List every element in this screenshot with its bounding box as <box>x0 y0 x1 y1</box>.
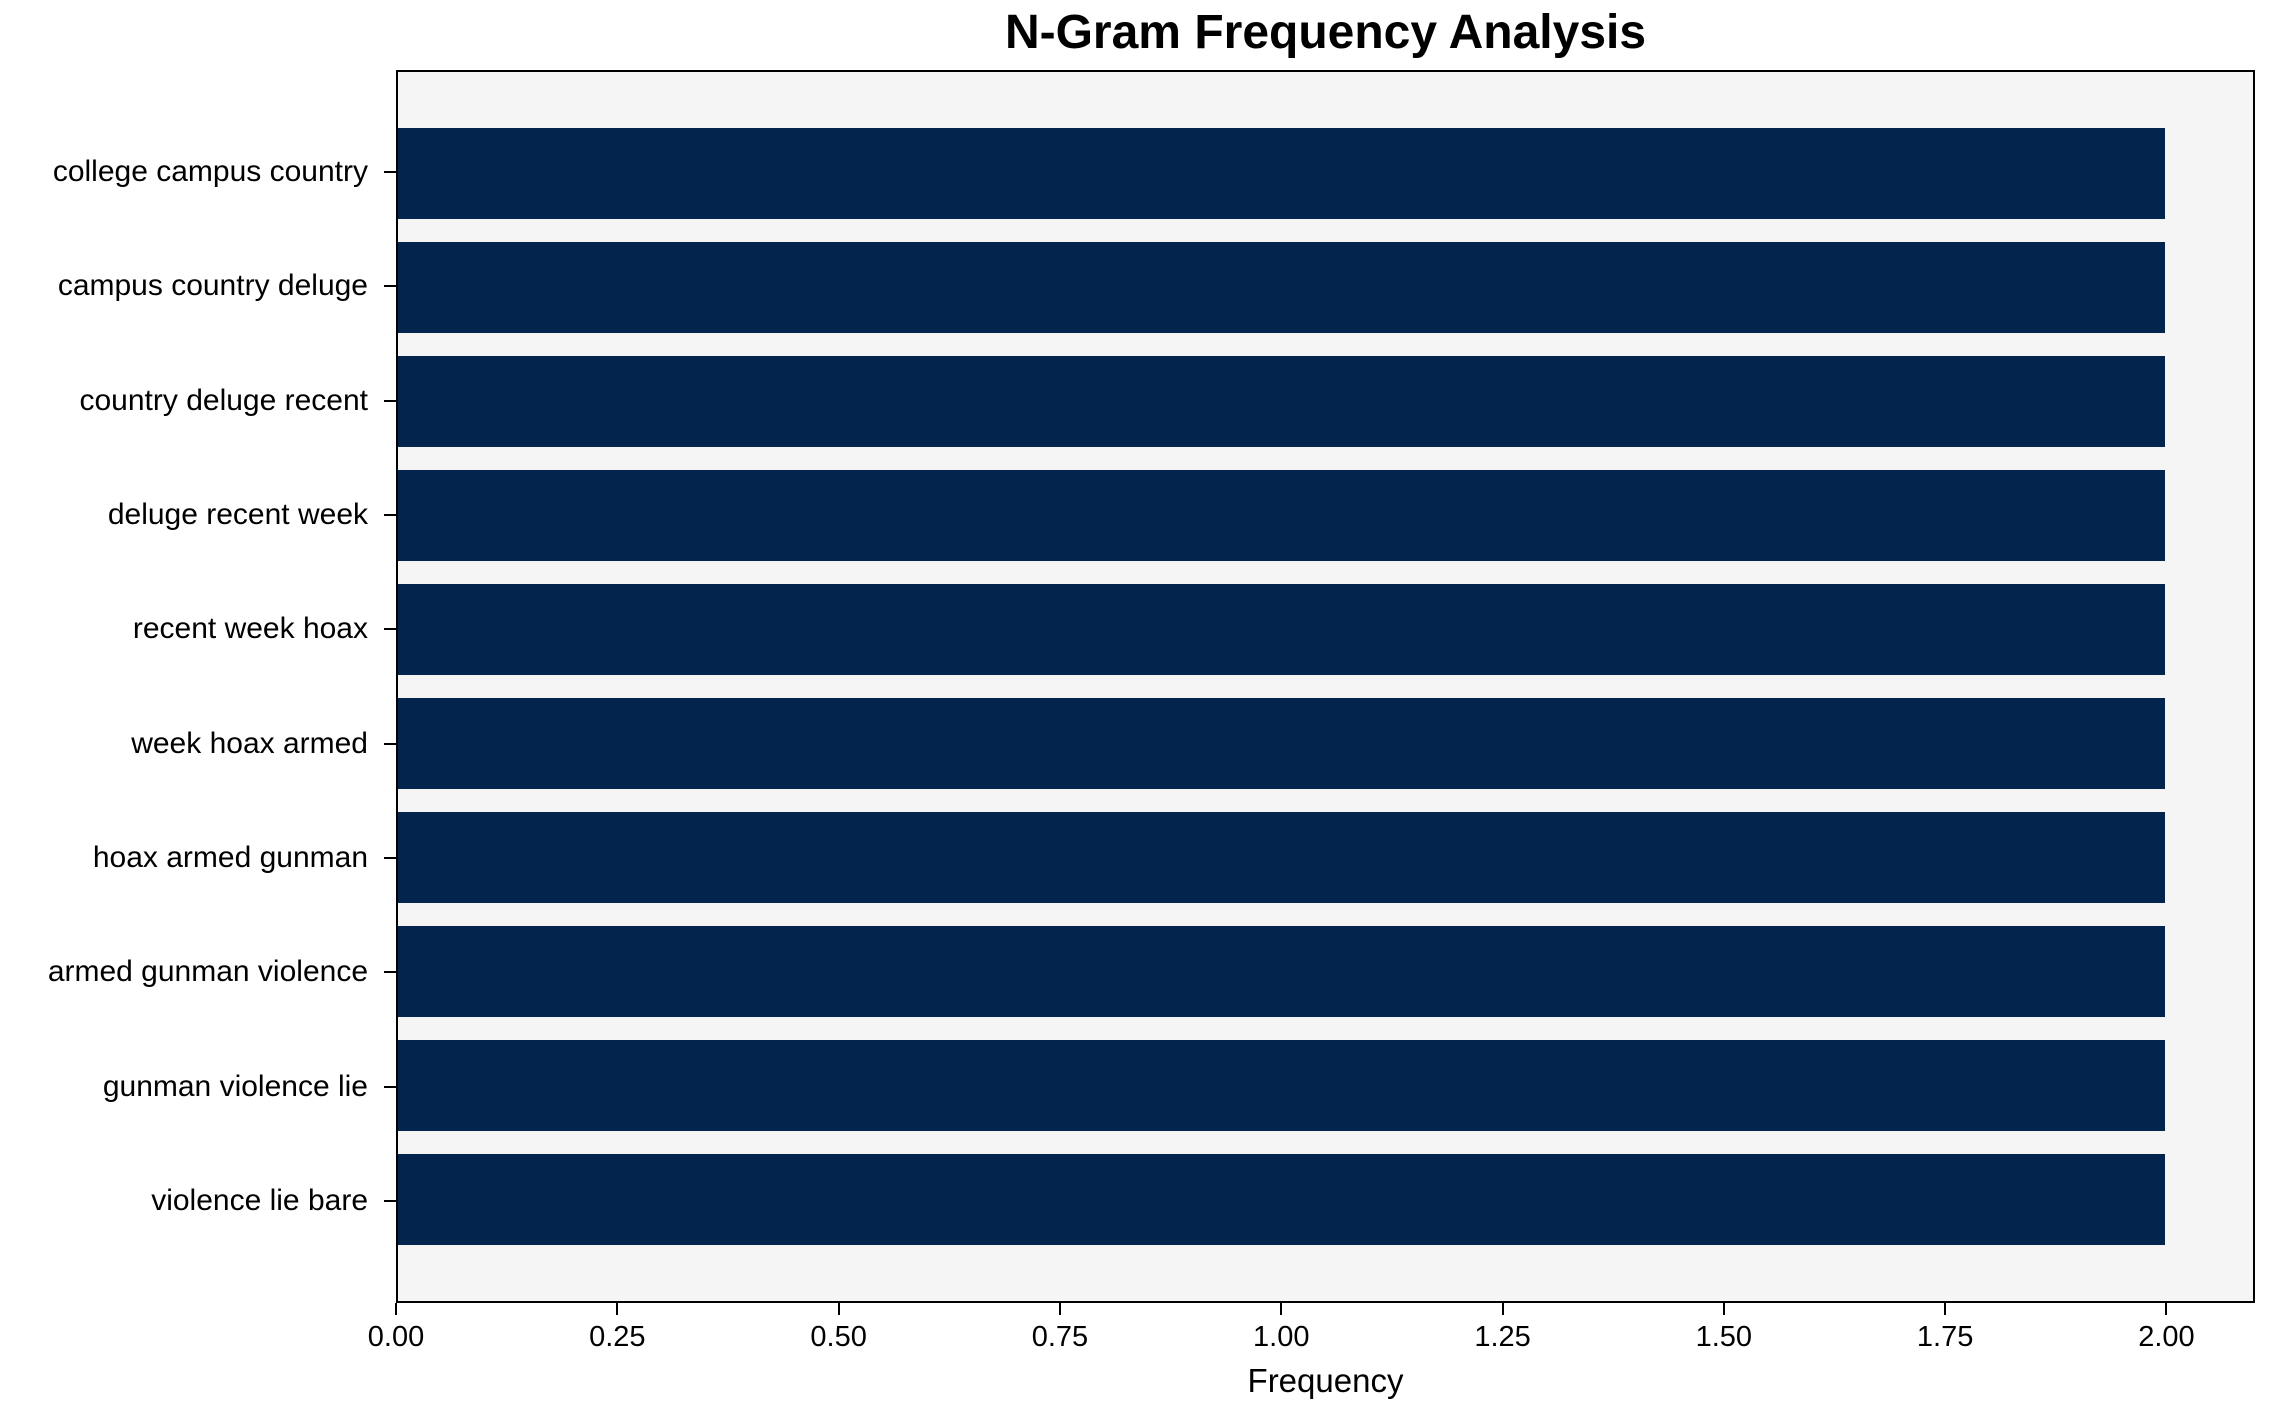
x-tick-label: 1.75 <box>1916 1321 1974 1353</box>
frequency-bar <box>398 1039 2165 1132</box>
frequency-bar <box>398 355 2165 448</box>
chart-title: N-Gram Frequency Analysis <box>1004 6 1647 59</box>
plot-area <box>396 70 2255 1303</box>
y-tick-label: recent week hoax <box>132 612 368 646</box>
x-tick-label: 1.00 <box>1253 1321 1310 1353</box>
frequency-bar <box>398 697 2165 790</box>
x-tick-mark <box>1501 1303 1504 1315</box>
y-tick-mark <box>384 513 396 516</box>
frequency-bar <box>398 241 2165 334</box>
frequency-bar <box>398 127 2165 220</box>
x-tick-mark <box>616 1303 619 1315</box>
y-tick-label: week hoax armed <box>131 726 368 760</box>
frequency-bar <box>398 811 2165 904</box>
x-axis: 0.00 0.25 0.50 0.75 1.00 1.25 1.50 1.75 2.00 <box>368 1303 2255 1363</box>
y-tick-mark <box>384 170 396 173</box>
y-tick-label: campus country deluge <box>57 269 368 303</box>
x-tick-label: 1.50 <box>1695 1321 1753 1353</box>
x-axis-title: Frequency <box>1247 1362 1404 1399</box>
frequency-bar <box>398 1153 2165 1246</box>
y-tick-mark <box>384 399 396 402</box>
frequency-bar <box>398 583 2165 676</box>
x-tick-mark <box>395 1303 397 1315</box>
y-tick-mark <box>384 285 396 288</box>
y-tick-label: country deluge recent <box>79 383 368 417</box>
x-tick-mark <box>1944 1303 1947 1315</box>
y-tick-mark <box>384 857 396 860</box>
x-tick-label: 0.00 <box>367 1321 425 1353</box>
y-axis: college campus country campus country del… <box>0 70 368 1303</box>
x-tick-mark <box>1058 1303 1061 1315</box>
y-tick-label: college campus country <box>52 154 368 188</box>
x-tick-label: 0.50 <box>810 1321 867 1353</box>
y-tick-label: gunman violence lie <box>102 1069 368 1103</box>
y-tick-mark <box>384 1200 396 1203</box>
frequency-bar <box>398 925 2165 1018</box>
y-tick-mark <box>384 971 396 974</box>
x-tick-label: 1.25 <box>1474 1321 1531 1353</box>
x-tick-label: 0.25 <box>589 1321 646 1353</box>
y-tick-label: hoax armed gunman <box>92 841 368 875</box>
x-tick-mark <box>2165 1303 2168 1315</box>
x-tick-mark <box>1722 1303 1725 1315</box>
x-tick-mark <box>837 1303 840 1315</box>
x-tick-label: 0.75 <box>1031 1321 1089 1353</box>
y-tick-label: deluge recent week <box>107 497 368 531</box>
y-axis-ticks <box>384 70 396 1303</box>
y-tick-label: armed gunman violence <box>47 955 368 989</box>
y-tick-mark <box>384 628 396 631</box>
y-tick-mark <box>384 742 396 745</box>
x-tick-label: 2.00 <box>2138 1321 2195 1353</box>
frequency-bar <box>398 469 2165 562</box>
y-tick-label: violence lie bare <box>151 1184 368 1218</box>
x-tick-mark <box>1280 1303 1283 1315</box>
y-tick-mark <box>384 1085 396 1088</box>
